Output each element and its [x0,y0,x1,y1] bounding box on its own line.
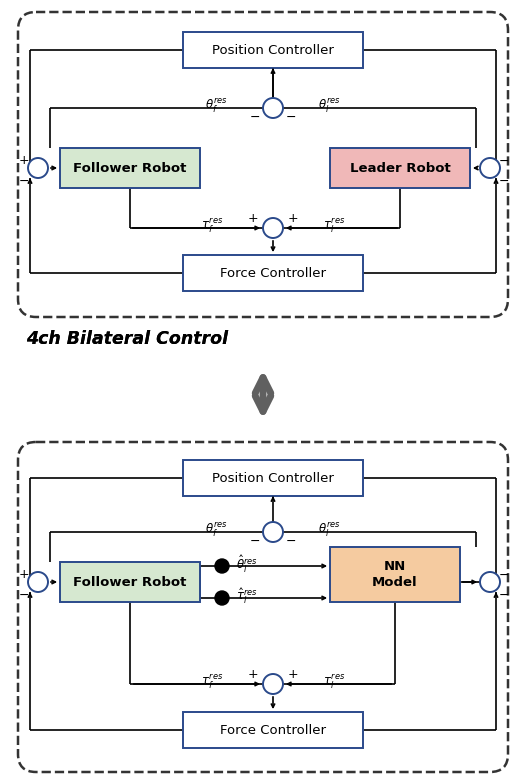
Text: Leader Robot: Leader Robot [350,162,450,175]
Text: NN
Model: NN Model [372,561,418,589]
Circle shape [263,522,283,542]
Text: $\theta_l^{res}$: $\theta_l^{res}$ [318,97,341,115]
Circle shape [480,572,500,592]
Text: $-$: $-$ [499,587,510,601]
Circle shape [480,158,500,178]
Text: +: + [19,568,29,580]
Text: $\theta_l^{res}$: $\theta_l^{res}$ [318,521,341,539]
Text: $\theta_f^{res}$: $\theta_f^{res}$ [205,97,228,115]
Text: Force Controller: Force Controller [220,724,326,736]
Circle shape [263,98,283,118]
Text: $\tau_l^{res}$: $\tau_l^{res}$ [323,673,345,691]
Text: $-$: $-$ [499,568,510,580]
Text: Force Controller: Force Controller [220,267,326,280]
FancyBboxPatch shape [183,460,363,496]
Text: Position Controller: Position Controller [212,43,334,56]
Text: $-$: $-$ [286,110,297,122]
Text: 4ch Bilateral Control: 4ch Bilateral Control [26,330,228,348]
Text: Follower Robot: Follower Robot [73,162,187,175]
Text: $\tau_l^{res}$: $\tau_l^{res}$ [323,217,345,235]
Text: $-$: $-$ [499,173,510,187]
Text: $\hat{\tau}_l^{res}$: $\hat{\tau}_l^{res}$ [236,586,258,606]
Text: $-$: $-$ [286,533,297,546]
Circle shape [215,591,229,605]
Text: $+$: $+$ [247,212,259,224]
Text: $+$: $+$ [247,667,259,681]
Text: Follower Robot: Follower Robot [73,575,187,589]
Text: Position Controller: Position Controller [212,471,334,485]
FancyBboxPatch shape [330,547,460,602]
FancyBboxPatch shape [330,148,470,188]
FancyBboxPatch shape [60,562,200,602]
Circle shape [215,559,229,573]
Circle shape [263,218,283,238]
Circle shape [263,674,283,694]
Text: $-$: $-$ [18,587,29,601]
Text: $-$: $-$ [249,533,260,546]
FancyBboxPatch shape [183,255,363,291]
Text: $+$: $+$ [287,667,299,681]
Text: $\tau_f^{res}$: $\tau_f^{res}$ [201,673,223,691]
Text: $+$: $+$ [287,212,299,224]
Text: +: + [19,154,29,166]
Text: $\hat{\theta}_l^{res}$: $\hat{\theta}_l^{res}$ [236,554,258,575]
Circle shape [28,158,48,178]
FancyBboxPatch shape [183,712,363,748]
Text: $-$: $-$ [18,173,29,187]
Text: $\tau_f^{res}$: $\tau_f^{res}$ [201,217,223,235]
Text: $-$: $-$ [249,110,260,122]
FancyBboxPatch shape [60,148,200,188]
Text: $-$: $-$ [499,154,510,166]
Circle shape [28,572,48,592]
FancyBboxPatch shape [183,32,363,68]
Text: 4ch Bilateral Control: 4ch Bilateral Control [26,330,228,348]
Text: $\theta_f^{res}$: $\theta_f^{res}$ [205,521,228,539]
